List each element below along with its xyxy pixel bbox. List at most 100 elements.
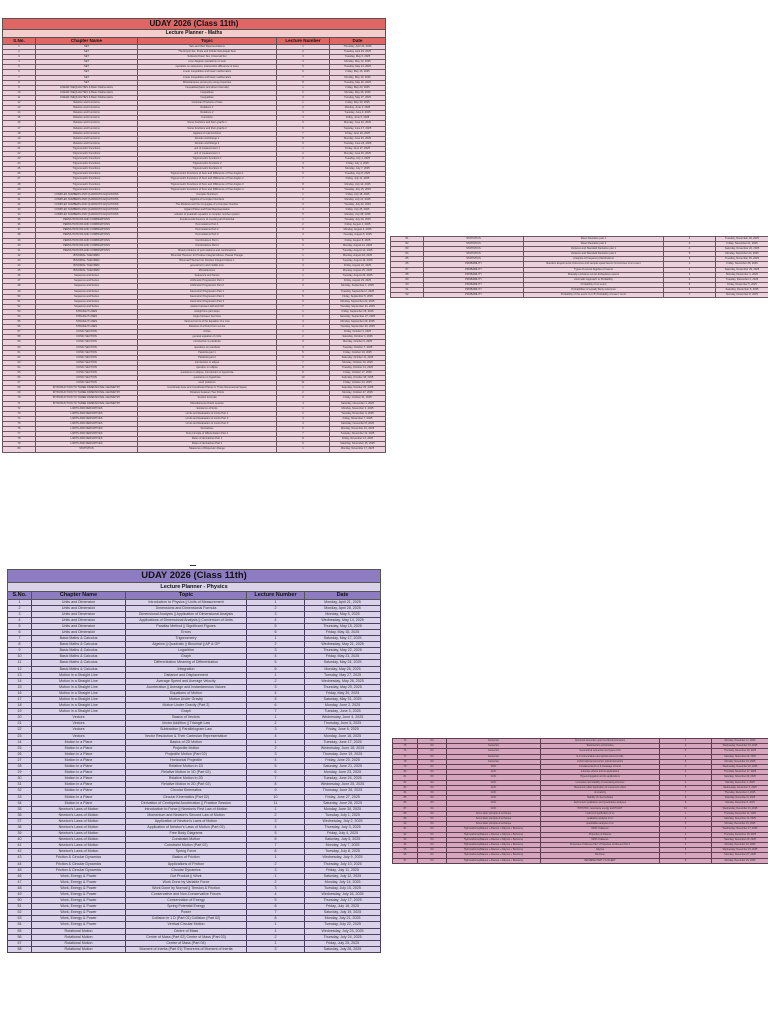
table-row: 7 SET Linear inequalities and basic mathem… [2, 74, 387, 81]
cell-date: Monday, December 8, 2025 [715, 292, 768, 299]
table-row: 35 PERMUTATIONS AND COMBINATIONS Fundament… [2, 217, 387, 224]
cell-date: Tuesday, October 7, 2025 [328, 344, 387, 351]
cell-date: Monday, November 3, 2025 [328, 405, 387, 412]
cell-date: Tuesday, June 17, 2025 [303, 738, 382, 746]
cell-date: Monday, October 27, 2025 [328, 390, 387, 397]
table-row: 13 Relation and Functions Relations 1 2 Mond… [2, 105, 387, 112]
table-row: 15 Motion in a Straight Line Acceleration … [7, 683, 382, 691]
table-row: 9 LINEAR INEQUALITIES & Basic Mathematics… [2, 84, 387, 91]
cell-date: Monday, July 7, 2025 [328, 166, 387, 173]
cell-date: Tuesday, July 22, 2025 [328, 201, 387, 209]
cell-section: OC [417, 857, 447, 864]
table-row: 8 SET Miscellaneous proving by using prope… [2, 79, 387, 86]
cell-date: Tuesday, July 22, 2025 [303, 921, 382, 929]
table-row: 11 Basic Maths & Calculus Differentiation … [7, 659, 382, 667]
table-row: 40 Newton's Laws of Motion Constraint Moti… [7, 836, 382, 844]
cell-date: Saturday, June 28, 2025 [303, 799, 382, 807]
table-row: 17 Relation and Functions Some functions a… [2, 125, 387, 132]
table-row: 21 Vectors Vector Addition || Triangle Law… [7, 720, 382, 728]
cell-date: Monday, July 14, 2025 [328, 181, 387, 188]
cell-date: Thursday, July 24, 2025 [303, 933, 382, 941]
maths-table-title: UDAY 2026 (Class 11th) [1, 18, 387, 30]
table-row: 34 Motion in a Plane Derivation of Centrip… [7, 799, 382, 807]
cell-date: Saturday, July 19, 2025 [303, 909, 382, 917]
header-sno: S.No. [7, 591, 32, 600]
table-row: 96 OC Hydrocarbons(Alkanes + Alkenes + Alk… [392, 852, 768, 859]
table-row: 31 Motion in a Plane Relative Motion in 2D… [7, 781, 382, 789]
cell-date: Friday, October 31, 2025 [328, 395, 387, 402]
table-row: 54 Work, Energy & Power Vertical Circular … [7, 921, 382, 929]
cell-date: Tuesday, May 6, 2025 [328, 54, 387, 61]
cell-date: Friday, July 18, 2025 [328, 191, 387, 198]
table-row: 65 CONIC SECTION questions on ellipse, int… [2, 369, 387, 377]
table-row: 42 BINOMIAL THEOREM Binomial Theorem for P… [2, 252, 387, 259]
cell-date: Friday, October 17, 2025 [328, 369, 387, 377]
cell-date: Tuesday, July 29, 2025 [328, 217, 387, 224]
table-row: 43 Friction & Circular Dynamics Basics of … [7, 854, 382, 862]
table-row: 37 Newton's Laws of Motion Application of … [7, 817, 382, 825]
table-row: 8 Basic Maths & Calculus Algebra || Quadra… [7, 641, 382, 649]
cell-sno: 92 [390, 292, 424, 299]
cell-date: Monday, June 16, 2025 [328, 120, 387, 127]
cell-date: Tuesday, August 19, 2025 [328, 257, 387, 265]
table-row: 92 OC Hydrocarbons(Alkanes + Alkenes + Alk… [392, 831, 768, 838]
cell-date: Monday, November 10, 2025 [328, 426, 387, 433]
table-row: 10 LINEAR INEQUALITIES & Basic Mathematic… [2, 89, 387, 96]
table-row: 31 COMPLEX NUMBERS AND QUADRATIC EQUATION… [2, 196, 387, 203]
maths-continued-table: 81 STATISTICS Mean Deviation part 1 2 Tuesda… [390, 235, 768, 299]
cell-date: Tuesday, September 23, 2025 [328, 303, 387, 310]
cell-date: Tuesday, May 20, 2025 [328, 79, 387, 86]
header-date: Date [328, 37, 387, 45]
table-row: 58 Rotational Motion Moment of Inertia (Pa… [7, 945, 382, 953]
cell-date: Saturday, May 31, 2025 [303, 695, 382, 704]
cell-topic: BENZENE PART 2 & NCERT [540, 857, 660, 864]
table-row: 38 Newton's Laws of Motion Application of … [7, 823, 382, 832]
cell-date: Monday, June 23, 2025 [328, 135, 387, 142]
cell-date: Wednesday, May 14, 2025 [303, 616, 382, 624]
divider-mark [190, 565, 196, 566]
table-row: 58 CONIC SECTION general equation of circl… [2, 334, 387, 341]
table-row: 71 INTRODUCTION TO THREE DIMENSIONAL GEOM… [2, 400, 387, 407]
cell-date: Monday, May 12, 2025 [328, 59, 387, 66]
table-row: 30 Motion in a Plane Relative Motion in 2D… [7, 775, 382, 783]
cell-date: Saturday, November 15, 2025 [328, 441, 387, 448]
table-row: 88 PROBABILITY Mutually exclusive events E… [390, 271, 768, 278]
table-row: 33 Motion in a Plane Circular Kinematics (… [7, 793, 382, 801]
table-row: 2 SET The Empty Set, Finite and Infinite S… [2, 49, 387, 56]
table-row: 56 Rotational Motion Centre of Mass (Part … [7, 933, 382, 941]
header-lecture-number: Lecture Number [246, 591, 305, 600]
table-row: 51 Sequence and Series Geometric Progressi… [2, 298, 387, 305]
table-row: 12 Relation and Functions Cartesian Produc… [2, 100, 387, 107]
table-row: 92 PROBABILITY Probability of the event 'A… [390, 292, 768, 299]
maths-table-subtitle: Lecture Planner - Maths [1, 29, 387, 38]
table-row: 56 STRAIGHT LINES Distance of a Point From… [2, 324, 387, 331]
cell-date: Friday, June 20, 2025 [303, 756, 382, 765]
table-row: 28 Motion in a Plane Relative Motion in 1D… [7, 763, 382, 771]
table-row: 16 Relation and Functions Some functions a… [2, 120, 387, 127]
cell-date: Friday, November 14, 2025 [328, 436, 387, 443]
cell-date: Thursday, May 29, 2025 [303, 683, 382, 691]
table-row: 12 Basic Maths & Calculus Integration 6 Mond… [7, 665, 382, 673]
table-row: 27 Motion in a Plane Horizontal Projectile… [7, 756, 382, 765]
maths-lecture-planner-table: UDAY 2026 (Class 11th) Lecture Planner -… [1, 18, 387, 453]
table-row: 43 BINOMIAL THEOREM Binomial Theorem for P… [2, 257, 387, 265]
cell-date: Friday, June 27, 2025 [303, 793, 382, 801]
table-row: 40 PERMUTATIONS AND COMBINATIONS Combinati… [2, 242, 387, 249]
table-row: 27 Trigonometric Functions Trigonometric F… [2, 176, 387, 183]
table-row: 64 CONIC SECTION question on ellipse 8 Tuesd… [2, 364, 387, 372]
cell-date: Monday, December 29, 2025 [711, 857, 768, 864]
table-row: 91 OC Hydrocarbons(Alkanes + Alkenes + Alk… [392, 826, 768, 833]
table-row: 26 Motion in a Plane Projectile Motion (Pa… [7, 750, 382, 758]
header-chapter-name: Chapter Name [35, 37, 138, 45]
cell-date: Monday, June 30, 2025 [303, 805, 382, 813]
cell-date: Friday, August 1, 2025 [328, 222, 387, 229]
table-row: 55 Rotational Motion Centre of Mass 1 Wednes… [7, 927, 382, 935]
cell-chapter: PROBABILITY [423, 292, 524, 299]
cell-date: Wednesday, July 16, 2025 [303, 890, 382, 899]
table-row: 37 PERMUTATIONS AND COMBINATIONS Permutati… [2, 227, 387, 234]
cell-topic: Dimensional Analysis || Application of D… [125, 610, 247, 618]
cell-lecture-number: 3 [246, 945, 305, 953]
table-row: 89 OC Some basic principle & technique qual… [392, 816, 768, 823]
cell-date: Friday, June 20, 2025 [328, 130, 387, 137]
table-row: 76 LIMITS AND DERIVATIVES Derivatives 5 Mond… [2, 426, 387, 433]
